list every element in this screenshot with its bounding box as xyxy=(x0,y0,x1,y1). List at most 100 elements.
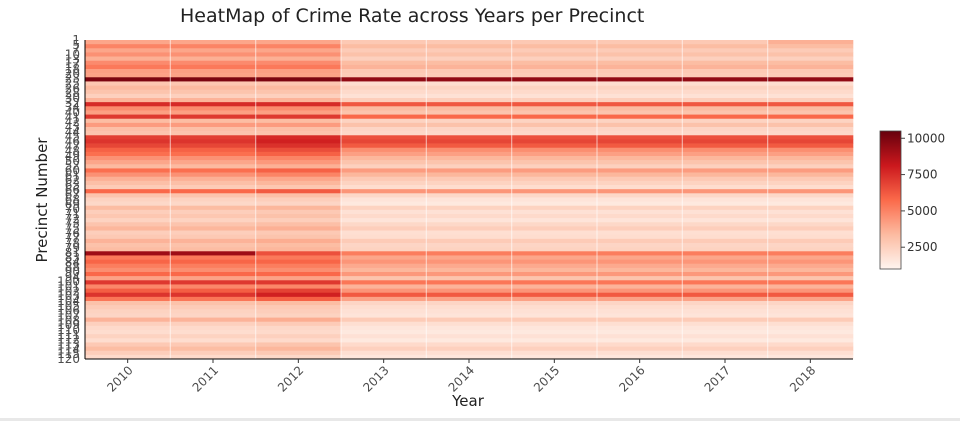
heatmap-cell xyxy=(255,284,342,289)
heatmap-cell xyxy=(597,168,683,173)
heatmap-cell xyxy=(255,301,342,306)
heatmap-cell xyxy=(767,102,854,107)
heatmap-cell xyxy=(426,60,512,66)
heatmap-cell xyxy=(682,164,768,169)
heatmap-cell xyxy=(85,89,171,95)
heatmap-cell xyxy=(767,350,854,356)
heatmap-cell xyxy=(426,243,512,248)
heatmap-cell xyxy=(682,156,768,161)
heatmap-cell xyxy=(85,143,171,149)
heatmap-cell xyxy=(341,93,427,99)
heatmap-cell xyxy=(511,334,598,339)
heatmap-cell xyxy=(511,230,598,236)
heatmap-cell xyxy=(597,93,683,99)
heatmap-cell xyxy=(85,114,171,120)
heatmap-cell xyxy=(255,325,342,331)
heatmap-cell xyxy=(170,201,256,207)
heatmap-cell xyxy=(85,73,171,78)
heatmap-cell xyxy=(341,317,427,323)
heatmap-cell xyxy=(597,321,683,327)
heatmap-cell xyxy=(170,259,256,265)
heatmap-cell xyxy=(767,201,854,207)
heatmap-cell xyxy=(511,296,598,302)
heatmap-cell xyxy=(597,77,683,82)
heatmap-cell xyxy=(597,143,683,149)
y-tick-label: 10 xyxy=(65,48,80,62)
y-tick-label: 43 xyxy=(65,120,80,134)
heatmap-cell xyxy=(255,214,342,219)
heatmap-cell xyxy=(255,247,342,252)
heatmap-cell xyxy=(767,40,854,45)
heatmap-cell xyxy=(85,52,171,57)
heatmap-cell xyxy=(255,172,342,178)
heatmap-cell xyxy=(767,342,854,347)
heatmap-cell xyxy=(511,143,598,149)
heatmap-cell xyxy=(767,346,854,352)
heatmap-cell xyxy=(511,189,598,194)
heatmap-cell xyxy=(426,284,512,289)
y-tick-label: 83 xyxy=(65,251,80,265)
heatmap-cell xyxy=(767,317,854,323)
heatmap-cell xyxy=(767,234,854,240)
heatmap-cell xyxy=(767,226,854,231)
heatmap-cell xyxy=(511,52,598,57)
y-tick-label: 105 xyxy=(57,299,80,313)
heatmap-cell xyxy=(597,209,683,215)
heatmap-cell xyxy=(255,346,342,352)
heatmap-cell xyxy=(511,98,598,103)
heatmap-cell xyxy=(255,48,342,53)
heatmap-cell xyxy=(255,81,342,86)
heatmap-cell xyxy=(426,325,512,331)
y-tick-label: 94 xyxy=(65,270,80,284)
heatmap-cell xyxy=(426,301,512,306)
heatmap-cell xyxy=(341,313,427,318)
heatmap-cell xyxy=(767,189,854,194)
y-tick-label: 72 xyxy=(65,212,80,226)
y-tick-label: 108 xyxy=(57,313,80,327)
heatmap-cell xyxy=(511,309,598,314)
heatmap-cell xyxy=(511,81,598,86)
heatmap-cell xyxy=(511,180,598,186)
heatmap-cell xyxy=(85,122,171,128)
heatmap-cell xyxy=(682,185,768,190)
heatmap-cell xyxy=(85,176,171,182)
heatmap-cell xyxy=(85,284,171,289)
y-tick-label: 17 xyxy=(65,57,80,71)
heatmap-cell xyxy=(682,226,768,231)
heatmap-cell xyxy=(511,176,598,182)
heatmap-cell xyxy=(341,263,427,269)
heatmap-cell xyxy=(426,354,512,360)
heatmap-cell xyxy=(511,185,598,190)
heatmap-cell xyxy=(255,267,342,273)
heatmap-cell xyxy=(597,288,683,294)
heatmap-cell xyxy=(767,73,854,78)
heatmap-cell xyxy=(767,309,854,314)
heatmap-cell xyxy=(511,56,598,62)
y-tick-label: 62 xyxy=(65,173,80,187)
heatmap-cell xyxy=(255,180,342,186)
y-tick-label: 41 xyxy=(65,110,80,124)
heatmap-cell xyxy=(255,185,342,190)
colorbar-tick-label: 7500 xyxy=(907,168,938,182)
heatmap-cell xyxy=(255,106,342,111)
heatmap-cell xyxy=(341,209,427,215)
heatmap-cell xyxy=(170,238,256,244)
heatmap-cell xyxy=(85,247,171,252)
heatmap-cell xyxy=(170,350,256,356)
heatmap-cell xyxy=(767,81,854,86)
heatmap-cell xyxy=(597,346,683,352)
heatmap-cell xyxy=(682,247,768,252)
heatmap-cell xyxy=(597,127,683,132)
heatmap-cell xyxy=(682,189,768,194)
heatmap-cell xyxy=(170,267,256,273)
heatmap-cell xyxy=(85,77,171,82)
heatmap-cell xyxy=(511,267,598,273)
heatmap-cell xyxy=(170,226,256,231)
heatmap-cell xyxy=(682,284,768,289)
heatmap-cell xyxy=(85,218,171,223)
heatmap-cell xyxy=(682,272,768,277)
heatmap-cell xyxy=(767,305,854,310)
heatmap-cell xyxy=(767,218,854,223)
heatmap-cell xyxy=(511,243,598,248)
x-axis-label: Year xyxy=(452,392,484,410)
